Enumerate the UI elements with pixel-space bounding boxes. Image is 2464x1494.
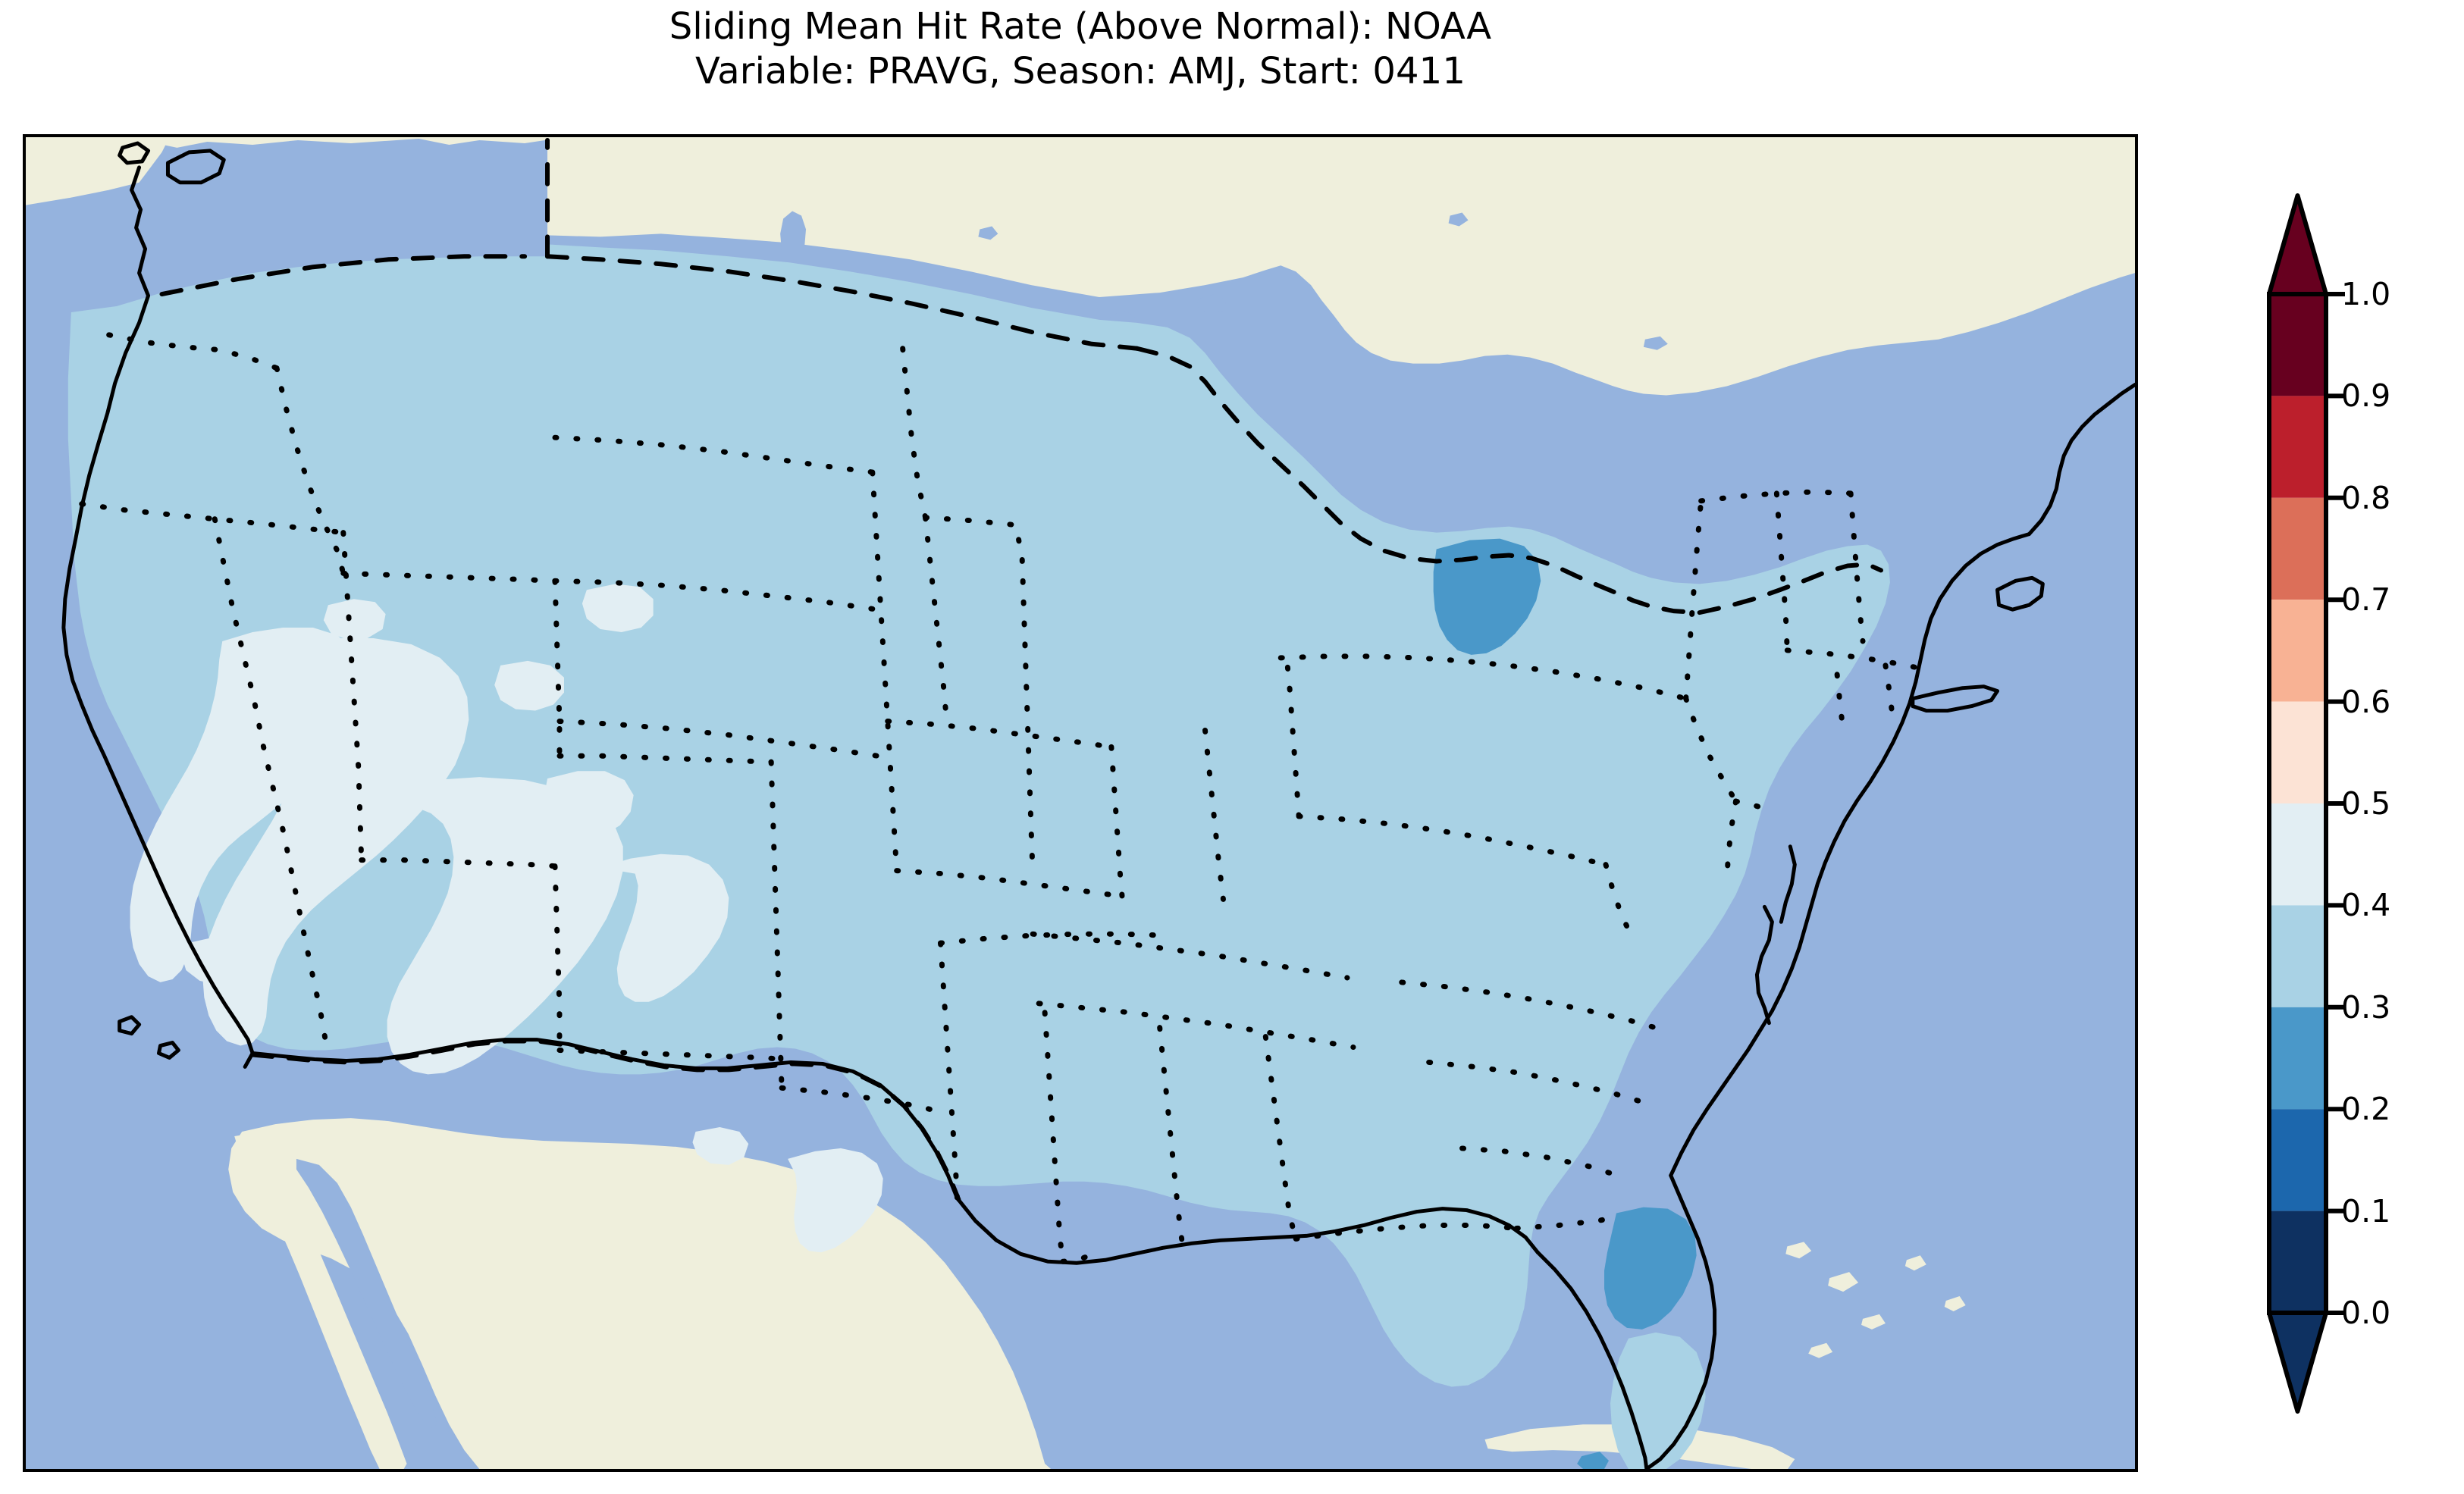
colorbar-under-arrow — [2267, 1311, 2328, 1414]
patch-texas-small-0p4-0p5 — [692, 1127, 749, 1165]
title-line-2: Variable: PRAVG, Season: AMJ, Start: 041… — [695, 49, 1466, 92]
colorbar-svg — [2267, 193, 2345, 1414]
colorbar-tick-label-0p8: 0.8 — [2341, 479, 2391, 516]
colorbar-over-arrow — [2267, 193, 2328, 296]
patch-pennsylvania-0p2-0p3 — [1433, 538, 1541, 655]
international-borders — [159, 137, 1883, 1202]
patch-great-basin-0p4-0p5 — [130, 628, 362, 982]
colorbar-tick-label-1p0: 1.0 — [2341, 276, 2391, 312]
colorbar-tick-label-0p5: 0.5 — [2341, 785, 2391, 822]
map-svg — [26, 137, 2135, 1469]
chart-title: Sliding Mean Hit Rate (Above Normal): NO… — [0, 5, 2161, 93]
colorbar-band-0p4-0p5 — [2269, 803, 2326, 906]
colorbar-band-0p8-0p9 — [2269, 396, 2326, 498]
colorbar-tick-label-0p3: 0.3 — [2341, 988, 2391, 1026]
colorbar-tick-label-0p0: 0.0 — [2341, 1295, 2391, 1331]
patch-nevada-utah-0p4-0p5 — [202, 637, 469, 1046]
title-line-1: Sliding Mean Hit Rate (Above Normal): NO… — [669, 5, 1492, 48]
colorbar-ticks — [2326, 292, 2345, 1315]
state-boundaries — [79, 332, 1931, 1264]
patch-wyoming-spot-0p4-0p5 — [494, 660, 564, 711]
canada-south-of-border — [547, 137, 2135, 396]
map-plot-area — [23, 134, 2138, 1472]
colorbar-tick-label-0p6: 0.6 — [2341, 683, 2391, 720]
colorbar-label-wrap: Hit Rate — [2269, 294, 2326, 1313]
colorbar-band-0p9-1p0 — [2269, 294, 2326, 396]
patch-gulf-spot-0p2-0p3 — [1577, 1452, 1609, 1469]
colorbar-tick-label-0p7: 0.7 — [2341, 581, 2391, 619]
colorbar-band-0p5-0p6 — [2269, 701, 2326, 803]
lake-winnipeg — [780, 211, 807, 263]
patch-southwest-0p4-0p5 — [343, 777, 623, 1075]
conus-data-field — [67, 244, 1890, 1469]
patch-florida-0p2-0p3 — [1604, 1207, 1697, 1330]
colorbar-tick-label-0p1: 0.1 — [2341, 1192, 2391, 1229]
colorbar-tick-label-0p9: 0.9 — [2341, 377, 2391, 415]
colorbar-band-0p7-0p8 — [2269, 497, 2326, 600]
colorbar-band-0p1-0p2 — [2269, 1109, 2326, 1211]
colorbar-band-0p0-0p1 — [2269, 1211, 2326, 1313]
patch-snake-river-0p4-0p5 — [323, 599, 386, 640]
patch-texas-0p4-0p5 — [788, 1148, 883, 1253]
colorbar-tick-label-0p2: 0.2 — [2341, 1091, 2391, 1128]
colorbar-band-0p3-0p4 — [2269, 905, 2326, 1007]
canada-interior — [26, 137, 170, 205]
conus-base-0p3-0p4 — [67, 244, 1890, 1387]
patch-colorado-spot-0p4-0p5 — [544, 771, 634, 838]
gulf-of-california — [296, 1158, 437, 1430]
bahamas-islands — [1785, 1242, 1966, 1358]
colorbar-band-0p6-0p7 — [2269, 600, 2326, 702]
patch-new-mexico-east-0p4-0p5 — [600, 853, 729, 1002]
colorbar[interactable]: 1.0 0.9 0.8 0.7 0.6 0.5 0.4 0.3 0.2 0.1 … — [2267, 193, 2390, 1414]
patch-south-ca-0p4-0p5 — [181, 937, 253, 985]
baja-peninsula — [234, 1133, 407, 1469]
patch-utah-north-0p4-0p5 — [582, 584, 654, 633]
colorbar-band-0p2-0p3 — [2269, 1007, 2326, 1110]
colorbar-tick-label-0p4: 0.4 — [2341, 887, 2391, 924]
